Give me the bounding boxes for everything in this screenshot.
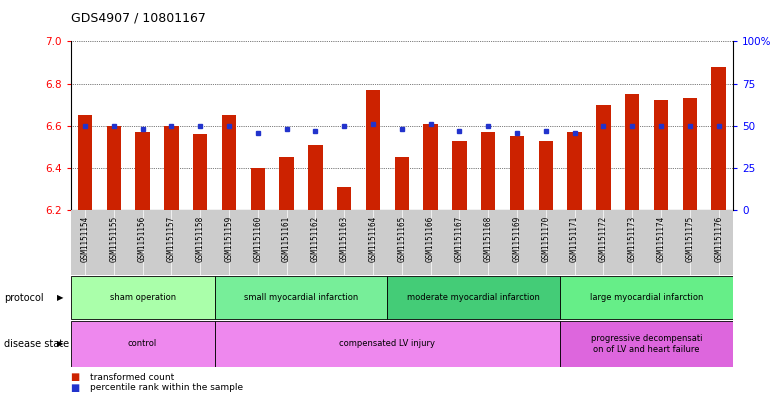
Bar xyxy=(279,158,294,210)
Text: GSM1151163: GSM1151163 xyxy=(339,215,349,262)
Bar xyxy=(164,126,179,210)
Text: GSM1151160: GSM1151160 xyxy=(253,215,263,262)
Text: GSM1151156: GSM1151156 xyxy=(138,215,147,262)
Text: compensated LV injury: compensated LV injury xyxy=(339,340,435,348)
Bar xyxy=(193,134,208,210)
Bar xyxy=(107,126,121,210)
Text: moderate myocardial infarction: moderate myocardial infarction xyxy=(408,293,540,302)
Text: GSM1151167: GSM1151167 xyxy=(455,215,464,262)
Bar xyxy=(394,158,409,210)
Text: GSM1151162: GSM1151162 xyxy=(311,215,320,262)
Text: ▶: ▶ xyxy=(57,340,64,348)
Bar xyxy=(215,276,387,320)
Text: GSM1151161: GSM1151161 xyxy=(282,215,291,262)
Bar xyxy=(251,168,265,210)
Text: small myocardial infarction: small myocardial infarction xyxy=(244,293,358,302)
Text: progressive decompensati
on of LV and heart failure: progressive decompensati on of LV and he… xyxy=(591,334,702,354)
Bar xyxy=(366,90,380,210)
Text: GSM1151168: GSM1151168 xyxy=(484,215,492,262)
Text: GSM1151158: GSM1151158 xyxy=(196,215,205,262)
Bar xyxy=(387,276,561,320)
Bar xyxy=(510,136,524,210)
Bar xyxy=(136,132,150,210)
Text: GSM1151170: GSM1151170 xyxy=(541,215,550,262)
Text: protocol: protocol xyxy=(4,293,44,303)
Bar xyxy=(222,115,236,210)
Text: ■: ■ xyxy=(71,383,80,393)
Bar xyxy=(423,124,437,210)
Text: GSM1151172: GSM1151172 xyxy=(599,215,608,262)
Bar xyxy=(625,94,640,210)
Text: GSM1151164: GSM1151164 xyxy=(368,215,378,262)
Text: GSM1151171: GSM1151171 xyxy=(570,215,579,262)
Text: GSM1151154: GSM1151154 xyxy=(81,215,89,262)
Text: GDS4907 / 10801167: GDS4907 / 10801167 xyxy=(71,12,205,25)
Text: GSM1151165: GSM1151165 xyxy=(397,215,406,262)
Bar xyxy=(561,321,733,367)
Bar xyxy=(561,276,733,320)
Text: ▶: ▶ xyxy=(57,293,64,302)
Bar xyxy=(308,145,322,210)
Bar xyxy=(481,132,495,210)
Bar xyxy=(568,132,582,210)
Bar xyxy=(452,141,466,210)
Text: ■: ■ xyxy=(71,372,80,382)
Text: GSM1151159: GSM1151159 xyxy=(224,215,234,262)
Text: GSM1151173: GSM1151173 xyxy=(628,215,637,262)
Text: control: control xyxy=(128,340,158,348)
Bar xyxy=(539,141,553,210)
Bar xyxy=(654,100,668,210)
Text: disease state: disease state xyxy=(4,339,69,349)
Text: large myocardial infarction: large myocardial infarction xyxy=(590,293,703,302)
Bar xyxy=(596,105,611,210)
Text: GSM1151155: GSM1151155 xyxy=(109,215,118,262)
Text: sham operation: sham operation xyxy=(110,293,176,302)
Text: GSM1151175: GSM1151175 xyxy=(685,215,695,262)
Text: GSM1151166: GSM1151166 xyxy=(426,215,435,262)
Bar xyxy=(71,276,215,320)
Bar xyxy=(215,321,561,367)
Text: GSM1151157: GSM1151157 xyxy=(167,215,176,262)
Bar xyxy=(683,98,697,210)
Bar xyxy=(78,115,93,210)
Bar xyxy=(337,187,351,210)
Text: GSM1151169: GSM1151169 xyxy=(513,215,521,262)
Text: GSM1151174: GSM1151174 xyxy=(656,215,666,262)
Text: GSM1151176: GSM1151176 xyxy=(714,215,723,262)
Text: percentile rank within the sample: percentile rank within the sample xyxy=(90,384,243,392)
Bar xyxy=(711,66,726,210)
Text: transformed count: transformed count xyxy=(90,373,174,382)
Bar xyxy=(71,321,215,367)
